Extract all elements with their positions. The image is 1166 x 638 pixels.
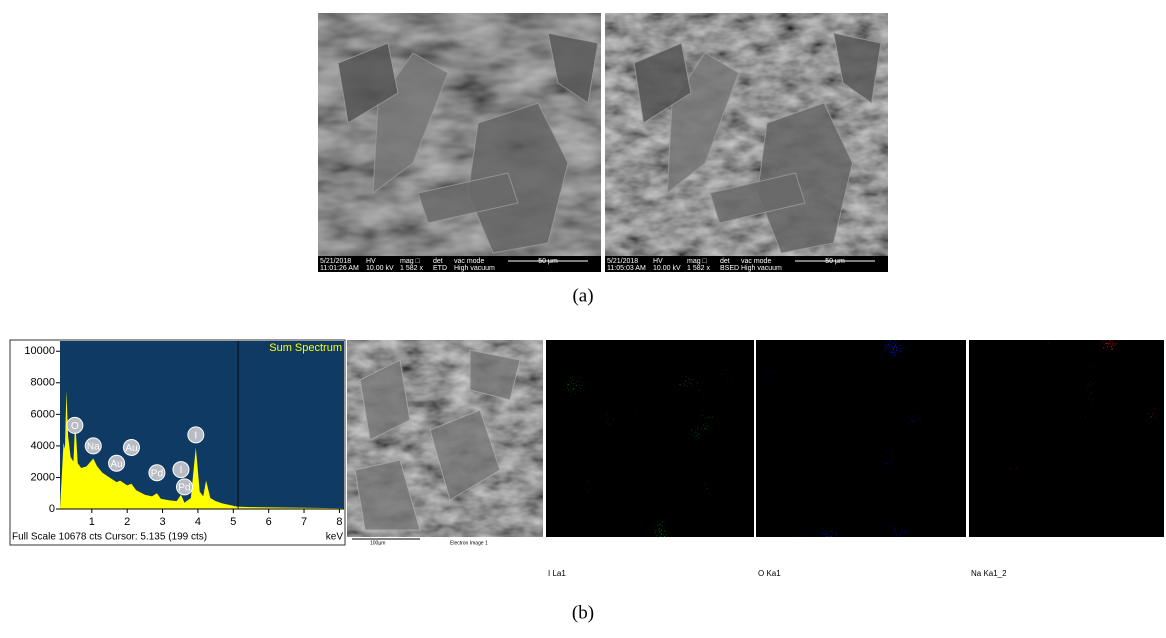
info-label: det — [720, 258, 730, 265]
info-value: BSED — [720, 265, 739, 272]
y-tick-label: 10000 — [24, 345, 55, 357]
peak-label: Na — [87, 442, 100, 453]
peak-label: Au — [110, 459, 122, 470]
info-label: mag □ — [400, 258, 421, 265]
info-value: 10.00 kV — [653, 265, 681, 272]
x-tick-label: 3 — [160, 516, 166, 528]
peak-label: Pd — [151, 468, 163, 479]
x-tick-label: 5 — [230, 516, 236, 528]
info-label: 5/21/2018 — [607, 258, 638, 265]
peak-label: I — [180, 465, 183, 476]
info-value: 11:01:26 AM — [320, 265, 359, 272]
map-label: I La1 — [548, 569, 566, 578]
eds-spectrum: Sum Spectrum 0 2000 4000 6000 8000 10000 1 2 3 4 5 6… — [10, 340, 345, 545]
x-tick-label: 1 — [89, 516, 95, 528]
y-tick-label: 0 — [49, 503, 55, 515]
info-label: HV — [653, 258, 663, 265]
info-value: ETD — [433, 265, 447, 272]
x-tick-label: 2 — [124, 516, 130, 528]
info-value: 1 582 x — [400, 265, 423, 272]
caption: (a) — [572, 285, 593, 306]
peak-label: O — [71, 421, 79, 432]
scale-label: 100µm — [370, 540, 385, 546]
electron-image: 100µm Electron Image 1 — [347, 340, 543, 546]
footer: Full Scale 10678 cts Cursor: 5.135 (199 … — [12, 532, 207, 543]
x-unit: keV — [326, 532, 344, 543]
y-tick-label: 6000 — [31, 408, 55, 420]
info-value: High vacuum — [454, 265, 495, 272]
info-value: 11:05:03 AM — [607, 265, 646, 272]
element-maps: I La1 O Ka1 Na Ka1_2 — [546, 340, 1164, 578]
info-label: 5/21/2018 — [320, 258, 351, 265]
peak-label: Pd — [178, 483, 190, 494]
map-tint — [969, 340, 1164, 537]
peak-label: I — [194, 430, 197, 441]
x-tick-label: 4 — [195, 516, 201, 528]
x-tick-label: 6 — [266, 516, 272, 528]
info-value: High vacuum — [741, 265, 782, 272]
x-tick-label: 8 — [336, 516, 342, 528]
image-label: Electron Image 1 — [450, 540, 488, 546]
figure: 5/21/201811:01:26 AMHV10.00 kVmag □1 582… — [0, 0, 1166, 633]
info-label: vac mode — [741, 258, 771, 265]
info-label: mag □ — [687, 258, 708, 265]
map-label: Na Ka1_2 — [971, 569, 1007, 578]
spectrum-title: Sum Spectrum — [269, 342, 342, 354]
map-label: O Ka1 — [758, 569, 781, 578]
scale-label: 50 µm — [825, 258, 845, 265]
y-tick-label: 8000 — [31, 377, 55, 389]
info-value: 10.00 kV — [366, 265, 394, 272]
scale-label: 50 µm — [538, 258, 558, 265]
map-tint — [546, 340, 754, 537]
peak-label: Au — [125, 443, 137, 454]
caption: (b) — [572, 602, 594, 623]
x-tick-label: 7 — [301, 516, 307, 528]
info-label: det — [433, 258, 443, 265]
y-tick-label: 4000 — [31, 440, 55, 452]
map-tint — [756, 340, 966, 537]
info-label: HV — [366, 258, 376, 265]
info-label: vac mode — [454, 258, 484, 265]
info-value: 1 582 x — [687, 265, 710, 272]
y-tick-label: 2000 — [31, 471, 55, 483]
